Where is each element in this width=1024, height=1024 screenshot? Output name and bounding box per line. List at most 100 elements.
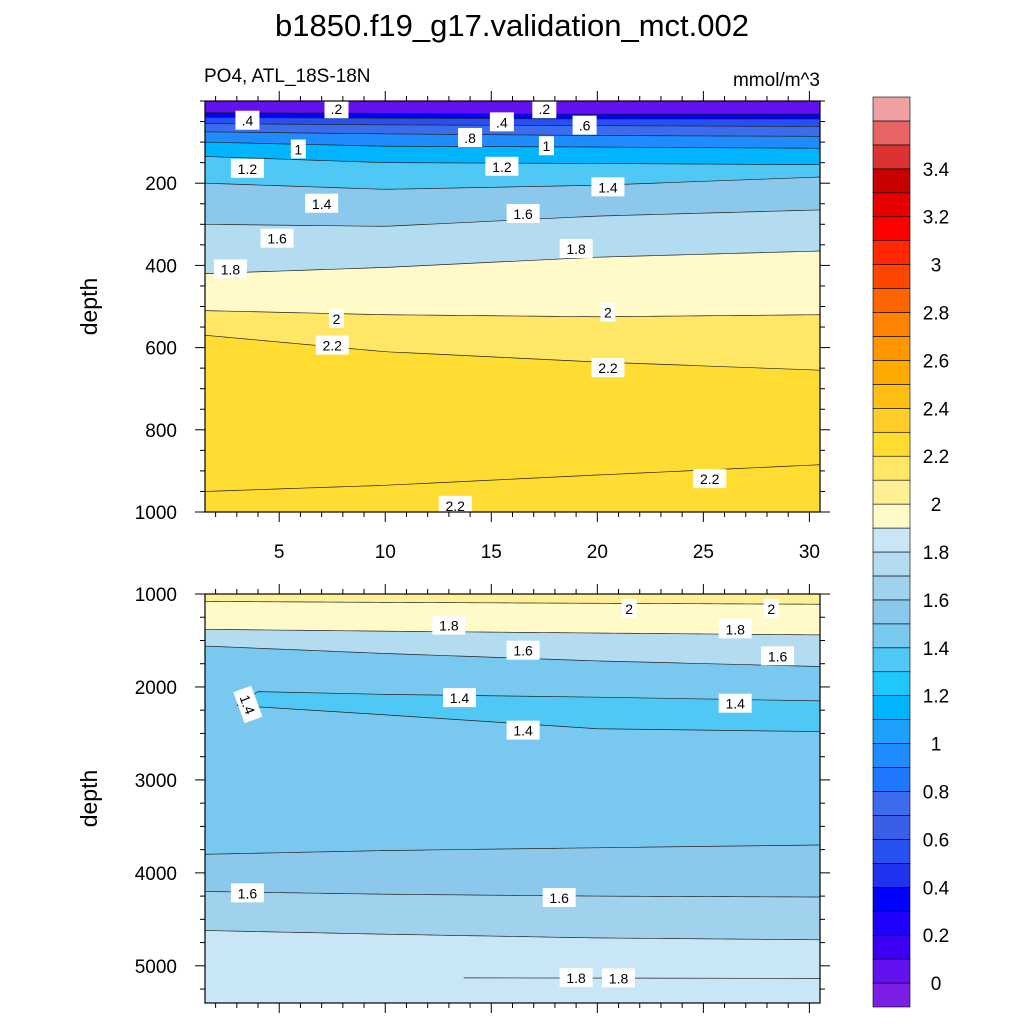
colorbar-tick-label: 2.4 xyxy=(923,399,950,420)
contour-label-text: 1.8 xyxy=(609,970,629,986)
contour-label-box xyxy=(305,193,339,213)
contour-label-text: 2 xyxy=(604,305,612,321)
colorbar-swatch xyxy=(872,336,911,361)
y-tick-label: 200 xyxy=(145,174,177,195)
contour-label: 1.8 xyxy=(718,619,752,639)
contour-label-text: 1.6 xyxy=(238,885,258,901)
contour-label-box xyxy=(485,156,519,176)
contour-label: 1.4 xyxy=(442,688,476,708)
contour-label: 1 xyxy=(290,139,306,159)
contour-label: 1.2 xyxy=(230,158,264,178)
colorbar-swatch xyxy=(872,599,911,625)
colorbar-tick-label: 1.4 xyxy=(923,639,950,660)
contour-label-box xyxy=(559,967,593,987)
colorbar-tick-label: 1.2 xyxy=(923,687,949,708)
contour-label-text: 1 xyxy=(543,138,551,154)
contour-label-box xyxy=(230,883,264,903)
contour-label-box xyxy=(324,99,349,119)
contour-label-text: 2 xyxy=(333,311,341,327)
colorbar-swatch xyxy=(872,120,911,146)
colorbar-tick-label: 0.2 xyxy=(923,926,949,947)
contour-label-text: 1.4 xyxy=(312,196,332,212)
contour-label: 1.6 xyxy=(542,887,576,907)
contour-label-text: 2.2 xyxy=(323,338,343,354)
contour-label-box xyxy=(559,238,593,258)
y-axis-label: depth xyxy=(76,770,102,828)
contour-label-box xyxy=(591,358,625,378)
contour-label-box xyxy=(290,139,306,159)
contour-label: 1.8 xyxy=(602,968,636,988)
colorbar-swatch xyxy=(872,863,911,888)
x-tick-label: 10 xyxy=(375,542,396,563)
contour-label-box xyxy=(260,228,294,248)
contour-label-text: 1.8 xyxy=(221,262,241,278)
contour-label: 1 xyxy=(538,136,554,156)
contour-label-box xyxy=(718,619,752,639)
contour-label: .4 xyxy=(489,112,514,132)
lower-panel: 2 2 1.8 1.8 1.6 1.6 1.4 1.4 1.4 1.4 1.6 1.6 1.8 1.8 10… xyxy=(76,584,830,1013)
colorbar-swatch xyxy=(872,479,911,505)
contour-label: 1.4 xyxy=(233,685,263,724)
colorbar-tick-label: 3.4 xyxy=(923,160,950,181)
contour-label: 2 xyxy=(600,302,616,322)
contour-band xyxy=(205,646,820,855)
contour-label-box xyxy=(458,127,483,147)
colorbar-tick-label: 2 xyxy=(931,495,942,516)
contour-label-text: 1.4 xyxy=(513,723,533,739)
y-tick-label: 1000 xyxy=(135,503,177,524)
contour-label-box xyxy=(621,598,637,618)
contour-band xyxy=(205,335,820,492)
colorbar-swatch xyxy=(872,144,911,170)
contour-label: 2.2 xyxy=(315,335,349,355)
contour-label: 1.4 xyxy=(718,693,752,713)
colorbar-tick-label: 0.4 xyxy=(923,878,950,899)
contour-label-box xyxy=(761,646,795,666)
contour-band xyxy=(205,464,820,512)
contour-label: 1.6 xyxy=(506,204,540,224)
colorbar-swatch xyxy=(872,719,911,744)
contour-line xyxy=(205,310,820,318)
contour-label: 2.2 xyxy=(591,358,625,378)
contour-label: 1.8 xyxy=(559,238,593,258)
y-tick-label: 2000 xyxy=(135,678,177,699)
colorbar-swatch xyxy=(872,431,911,457)
contour-label: 2 xyxy=(621,598,637,618)
contour-line xyxy=(205,334,820,371)
contour-label-text: 1.2 xyxy=(238,161,258,177)
colorbar-swatch xyxy=(872,408,911,433)
colorbar-swatch xyxy=(872,839,911,864)
contour-label-text: .2 xyxy=(331,101,343,117)
contour-label: 2 xyxy=(763,598,779,618)
contour-label-box xyxy=(438,495,472,515)
contour-label-box xyxy=(328,308,344,328)
contour-line xyxy=(205,601,820,605)
contour-label-text: 2 xyxy=(625,601,633,617)
contour-label-box xyxy=(693,469,727,489)
contour-label-box xyxy=(542,887,576,907)
upper-panel: .2 .2 .4 .4 .6 .8 1 1 1.2 1.2 1.4 1.4 1.6 1.6 1.8 1.8 2 2… xyxy=(76,91,830,563)
y-tick-label: 400 xyxy=(145,256,177,277)
colorbar-swatch xyxy=(872,503,911,529)
colorbar-swatch xyxy=(872,551,911,577)
contour-band xyxy=(205,930,820,1003)
colorbar-tick-label: 2.2 xyxy=(923,447,949,468)
contour-label-box xyxy=(763,598,779,618)
contour-line xyxy=(205,176,820,190)
contour-band xyxy=(205,844,820,898)
colorbar: 0 0.2 0.4 0.6 0.8 1 1.2 1.4 1.6 1.8 2 2.2 2.4 2.6 2.8 3… xyxy=(872,96,950,1008)
colorbar-tick-label: 0.8 xyxy=(923,782,949,803)
contour-line xyxy=(205,250,820,274)
contour-label: .8 xyxy=(458,127,483,147)
contour-label: 1.6 xyxy=(506,640,540,660)
colorbar-swatch xyxy=(872,886,911,912)
contour-label: 2.2 xyxy=(438,495,472,515)
y-tick-label: 4000 xyxy=(135,864,177,885)
contour-label-text: 2.2 xyxy=(700,471,720,487)
x-tick-label: 25 xyxy=(693,542,714,563)
contour-line xyxy=(205,844,820,855)
contour-label-text: 2.2 xyxy=(446,498,466,514)
contour-label-box xyxy=(591,177,625,197)
colorbar-tick-label: 1.8 xyxy=(923,543,949,564)
colorbar-swatch xyxy=(872,982,911,1008)
contour-line xyxy=(205,628,820,636)
